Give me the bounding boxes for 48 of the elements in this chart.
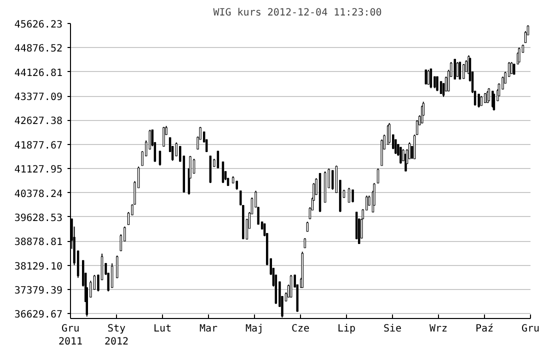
candlestick bbox=[158, 150, 162, 166]
x-tick-label: Sie bbox=[383, 324, 402, 334]
candlestick bbox=[394, 138, 397, 155]
candlestick bbox=[430, 68, 432, 89]
candlestick bbox=[484, 92, 486, 104]
x-tick-label: Lut bbox=[153, 324, 172, 334]
candlestick bbox=[454, 58, 456, 80]
candlestick bbox=[510, 62, 513, 74]
y-tick-label: 40378.24 bbox=[14, 188, 63, 200]
x-tick-label: Gru bbox=[521, 324, 540, 334]
candlestick bbox=[480, 95, 482, 106]
x-tick-label: Gru 2011 bbox=[58, 324, 83, 348]
x-tick-label: Sty 2012 bbox=[104, 324, 129, 348]
chart-title: WIG kurs 2012-12-04 11:23:00 bbox=[213, 8, 382, 18]
x-tick-label: Paź bbox=[475, 322, 494, 334]
x-tick-label: Maj bbox=[245, 324, 264, 334]
x-tick-label: Cze bbox=[291, 324, 310, 334]
y-tick-label: 37379.39 bbox=[14, 285, 63, 296]
y-tick-label: 41127.95 bbox=[14, 164, 63, 176]
y-tick-label: 36629.67 bbox=[14, 310, 63, 321]
y-tick-label: 42627.38 bbox=[14, 116, 63, 128]
candlestick bbox=[400, 146, 402, 164]
candlestick bbox=[478, 94, 480, 108]
y-tick-label: 38129.10 bbox=[14, 261, 63, 272]
candlestick bbox=[332, 170, 334, 190]
y-tick-label: 43377.09 bbox=[14, 92, 63, 104]
candlestick bbox=[162, 126, 165, 147]
candlestick bbox=[416, 120, 418, 136]
candlestick bbox=[376, 168, 380, 184]
y-tick-label: 44876.52 bbox=[14, 44, 63, 55]
y-tick-label: 38878.81 bbox=[14, 237, 63, 248]
candlestick bbox=[290, 274, 292, 298]
candlestick bbox=[456, 62, 459, 78]
y-tick-label: 45626.23 bbox=[14, 20, 63, 30]
x-tick-label: Wrz bbox=[429, 324, 448, 334]
x-tick-label: Mar bbox=[199, 324, 218, 334]
candlestick bbox=[436, 76, 438, 92]
x-tick-label: Lip bbox=[337, 324, 356, 334]
candlestick bbox=[348, 187, 350, 203]
candlestick bbox=[462, 64, 465, 80]
candlestick bbox=[424, 69, 428, 85]
candlestick bbox=[116, 255, 118, 278]
y-tick-label: 41877.67 bbox=[14, 140, 63, 152]
y-tick-label: 39628.53 bbox=[14, 212, 63, 224]
candlestick bbox=[352, 189, 354, 203]
y-tick-label: 44126.81 bbox=[14, 68, 63, 79]
candlestick bbox=[110, 262, 114, 288]
candlestick bbox=[440, 80, 442, 95]
